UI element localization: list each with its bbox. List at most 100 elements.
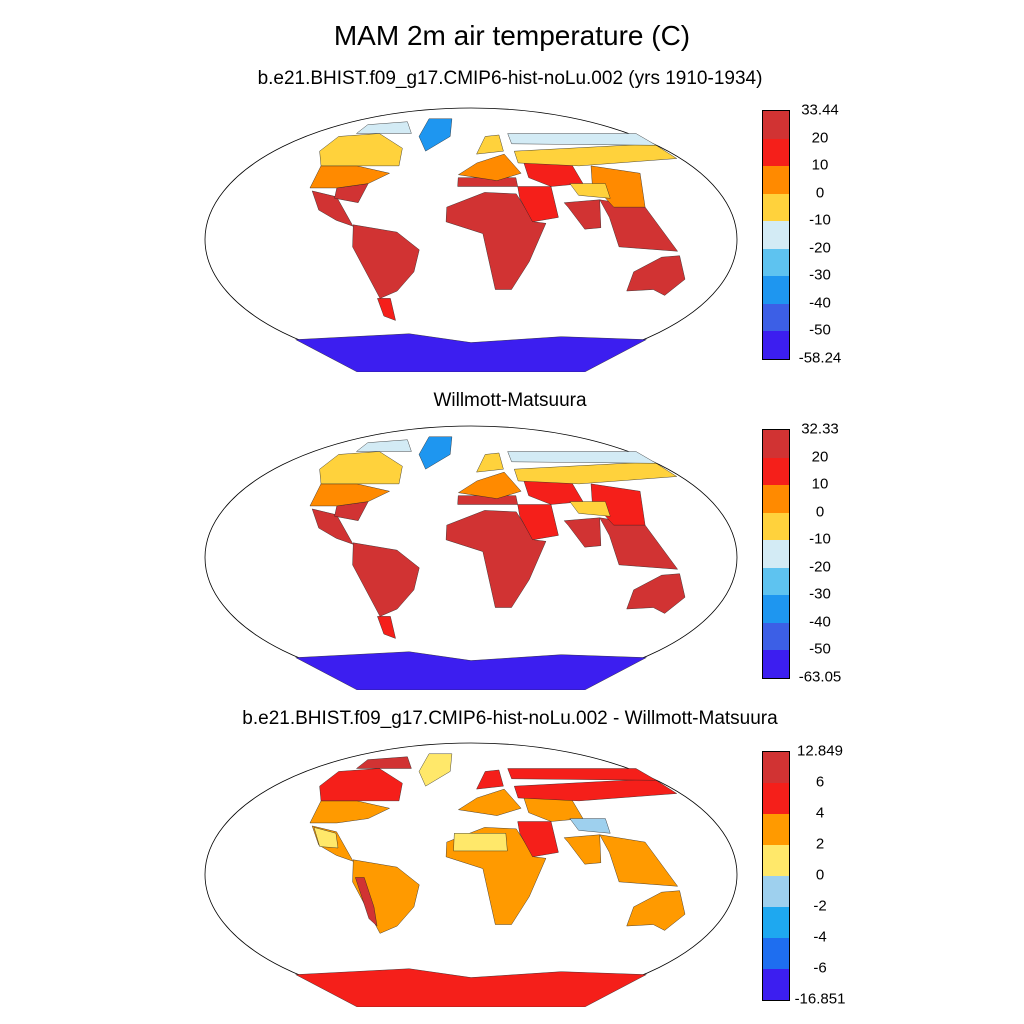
colorbar-tick-label: -40 xyxy=(809,613,831,631)
colorbar-tick-label: -10 xyxy=(809,530,831,548)
colorbar-tick-label: 20 xyxy=(811,448,829,466)
map-region-arctic-siberia xyxy=(507,768,657,781)
colorbar-swatch xyxy=(763,138,789,167)
map-region-middle-east xyxy=(517,504,559,541)
map-region-mexico xyxy=(313,827,339,849)
colorbar-tick-label: -50 xyxy=(809,640,831,658)
colorbar-swatch xyxy=(763,221,789,249)
colorbar-tick-label: -50 xyxy=(809,321,831,339)
map-region-canada xyxy=(319,133,403,167)
panel-1-colorbar xyxy=(762,110,790,360)
panel-1-title: b.e21.BHIST.f09_g17.CMIP6-hist-noLu.002 … xyxy=(257,68,763,89)
map-region-south-america xyxy=(352,542,420,617)
map-region-south-asia xyxy=(563,199,602,230)
colorbar-swatch xyxy=(763,622,789,651)
map-region-europe xyxy=(457,153,522,181)
map-region-central-america xyxy=(311,508,354,545)
panel-2-colorbar-labels: 32.33 20 10 0 -10 -20 -30 -40 -50 -63.05 xyxy=(790,421,850,686)
map-region-south-america xyxy=(352,859,420,934)
map-region-tibet xyxy=(569,501,611,517)
map-region-greenland xyxy=(418,753,453,787)
map-region-patagonia xyxy=(377,298,396,321)
colorbar-swatch xyxy=(763,276,789,304)
colorbar-swatch xyxy=(763,752,789,783)
colorbar-swatch xyxy=(763,430,789,458)
colorbar-tick-label: 10 xyxy=(811,475,829,493)
map-region-greenland xyxy=(418,118,453,152)
colorbar-swatch xyxy=(763,540,789,568)
colorbar-swatch xyxy=(763,248,789,277)
map-region-mediterranean xyxy=(457,495,518,505)
colorbar-swatch xyxy=(763,783,789,814)
map-region-arctic-canada xyxy=(355,439,412,452)
figure-title: MAM 2m air temperature (C) xyxy=(333,20,691,51)
colorbar-tick-label: 4 xyxy=(815,804,825,822)
colorbar-tick-label: -63.05 xyxy=(798,668,842,686)
map-region-sahara xyxy=(453,833,508,852)
colorbar-swatch xyxy=(763,845,789,876)
map-region-scandinavia xyxy=(476,452,504,473)
map-region-south-asia xyxy=(563,517,602,548)
colorbar-swatch xyxy=(763,595,789,623)
colorbar-tick-label: 20 xyxy=(811,129,829,147)
panel-3-colorbar-labels: 12.849 6 4 2 0 -2 -4 -6 -16.851 xyxy=(790,743,850,1008)
map-region-mediterranean xyxy=(457,177,518,187)
panel-2-map xyxy=(204,425,738,690)
colorbar-tick-label: -4 xyxy=(813,928,827,946)
colorbar-tick-label: 33.44 xyxy=(801,101,839,119)
colorbar-tick-label: 32.33 xyxy=(801,420,839,438)
map-region-europe xyxy=(457,788,522,816)
map-region-patagonia xyxy=(377,616,396,639)
colorbar-tick-label: 0 xyxy=(815,866,825,884)
map-region-south-america xyxy=(352,224,420,299)
colorbar-tick-label: -20 xyxy=(809,558,831,576)
panel-3-colorbar xyxy=(762,751,790,1001)
colorbar-tick-label: -30 xyxy=(809,585,831,603)
colorbar-swatch xyxy=(763,331,789,359)
map-region-antarctica xyxy=(294,968,648,1007)
map-region-africa xyxy=(445,192,547,290)
map-region-canada xyxy=(319,451,403,485)
colorbar-tick-label: 12.849 xyxy=(797,742,843,760)
colorbar-tick-label: 6 xyxy=(815,773,825,791)
colorbar-swatch xyxy=(763,907,789,938)
map-region-tibet xyxy=(569,183,611,199)
map-region-south-asia xyxy=(563,834,602,865)
colorbar-swatch xyxy=(763,876,789,907)
colorbar-tick-label: 2 xyxy=(815,835,825,853)
panel-3-map xyxy=(204,742,738,1007)
map-region-central-america xyxy=(311,190,354,227)
map-region-europe xyxy=(457,471,522,499)
colorbar-swatch xyxy=(763,512,789,541)
colorbar-tick-label: -6 xyxy=(813,959,827,977)
map-region-scandinavia xyxy=(476,134,504,155)
map-region-africa xyxy=(445,510,547,608)
colorbar-swatch xyxy=(763,567,789,596)
map-region-arctic-canada xyxy=(355,121,412,134)
map-region-arctic-siberia xyxy=(507,133,657,146)
panel-2-colorbar xyxy=(762,429,790,679)
colorbar-swatch xyxy=(763,193,789,222)
colorbar-tick-label: -40 xyxy=(809,294,831,312)
colorbar-tick-label: 0 xyxy=(815,503,825,521)
colorbar-swatch xyxy=(763,111,789,139)
colorbar-swatch xyxy=(763,969,789,1000)
colorbar-swatch xyxy=(763,814,789,845)
map-region-africa xyxy=(445,827,547,925)
map-region-australia xyxy=(626,255,686,296)
map-region-australia xyxy=(626,573,686,614)
colorbar-tick-label: -10 xyxy=(809,211,831,229)
colorbar-tick-label: -16.851 xyxy=(794,990,846,1008)
map-region-greenland xyxy=(418,436,453,470)
map-region-scandinavia xyxy=(476,769,504,790)
colorbar-swatch xyxy=(763,303,789,332)
map-region-tibet xyxy=(569,818,611,834)
colorbar-swatch xyxy=(763,166,789,194)
map-region-canada xyxy=(319,768,403,802)
map-region-antarctica xyxy=(294,651,648,690)
colorbar-tick-label: -20 xyxy=(809,239,831,257)
map-region-middle-east xyxy=(517,821,559,858)
map-region-antarctica xyxy=(294,333,648,372)
colorbar-swatch xyxy=(763,485,789,513)
map-region-andes xyxy=(355,877,378,927)
